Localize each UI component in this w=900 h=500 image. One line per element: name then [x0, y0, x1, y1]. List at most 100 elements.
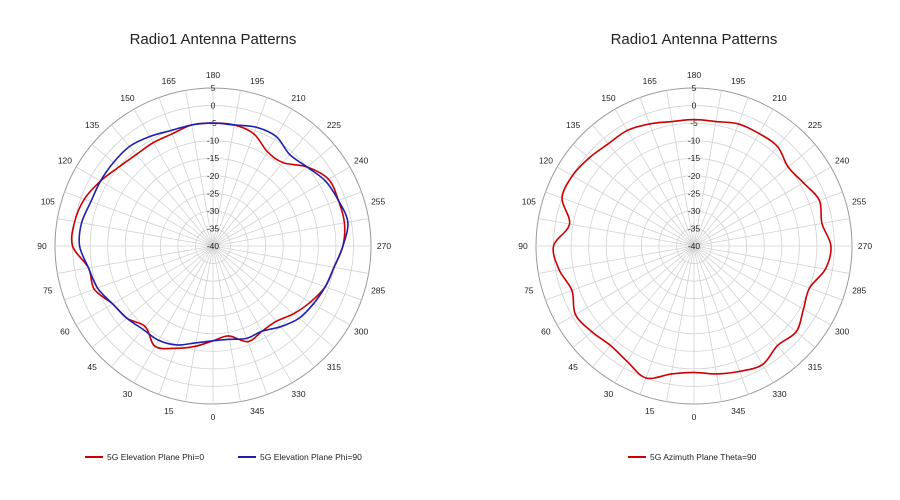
- grid-spoke: [212, 245, 315, 368]
- grid-spoke: [111, 245, 214, 368]
- chart-title-left: Radio1 Antenna Patterns: [130, 31, 297, 48]
- grid-spoke: [212, 191, 362, 247]
- angle-tick-label: 240: [354, 156, 368, 166]
- grid-spoke: [693, 108, 774, 247]
- angle-tick-label: 195: [250, 76, 264, 86]
- grid-spoke: [212, 245, 268, 395]
- angle-tick-label: 165: [162, 76, 176, 86]
- grid-spoke: [212, 245, 335, 348]
- angle-tick-label: 60: [60, 327, 70, 337]
- angle-tick-label: 90: [37, 241, 47, 251]
- grid-spoke: [185, 90, 214, 247]
- legend-label: 5G Elevation Plane Phi=90: [260, 452, 362, 462]
- angle-tick-label: 300: [835, 327, 849, 337]
- grid-spoke: [666, 245, 695, 402]
- angle-tick-label: 30: [123, 389, 133, 399]
- grid-spoke: [212, 124, 315, 247]
- grid-spoke: [693, 144, 816, 247]
- right-polar-chart: Radio1 Antenna Patterns 5 0 -5 -10 -15 -20 -25…: [518, 31, 872, 462]
- radial-tick-label: -35: [688, 223, 701, 233]
- radial-tick-label: -20: [207, 171, 220, 181]
- radial-tick-label: -25: [688, 188, 701, 198]
- grid-spoke: [212, 218, 369, 247]
- grid-spoke: [212, 245, 241, 402]
- grid-spoke: [212, 108, 293, 247]
- grid-spoke: [572, 144, 695, 247]
- grid-spoke: [212, 245, 362, 301]
- series-line: [552, 118, 832, 380]
- angle-tick-label: 30: [604, 389, 614, 399]
- angle-tick-label: 255: [852, 197, 866, 207]
- angle-tick-label: 75: [524, 285, 534, 295]
- grid-spoke: [75, 245, 214, 326]
- radial-tick-label: -30: [207, 206, 220, 216]
- grid-spoke: [693, 245, 832, 326]
- angle-tick-label: 285: [371, 285, 385, 295]
- grid-spoke: [693, 245, 796, 368]
- radial-tick-label: -5: [690, 118, 698, 128]
- radial-tick-label: 0: [692, 101, 697, 111]
- grid-spoke: [91, 144, 214, 247]
- radial-tick-label: -25: [207, 188, 220, 198]
- angle-tick-label: 210: [772, 93, 786, 103]
- angle-tick-label: 330: [772, 389, 786, 399]
- angle-tick-label: 180: [687, 70, 701, 80]
- grid-spoke: [212, 245, 351, 326]
- grid-spoke: [614, 108, 695, 247]
- angle-tick-label: 285: [852, 285, 866, 295]
- angle-tick-label: 225: [808, 120, 822, 130]
- radial-tick-label: -40: [207, 241, 220, 251]
- grid-spoke: [545, 245, 695, 301]
- radial-tick-label: -10: [688, 136, 701, 146]
- grid-spoke: [572, 245, 695, 348]
- chart-title-right: Radio1 Antenna Patterns: [611, 31, 778, 48]
- angle-tick-label: 300: [354, 327, 368, 337]
- angle-tick-label: 60: [541, 327, 551, 337]
- radial-tick-label: -15: [207, 153, 220, 163]
- grid-spoke: [212, 97, 268, 247]
- grid-spoke: [592, 124, 695, 247]
- grid-spoke: [212, 144, 335, 247]
- grid-spoke: [556, 245, 695, 326]
- grid-spoke: [693, 166, 832, 247]
- grid-spoke: [693, 124, 796, 247]
- angle-tick-label: 270: [377, 241, 391, 251]
- angle-tick-label: 135: [566, 120, 580, 130]
- grid-spoke: [212, 245, 293, 384]
- angle-tick-label: 195: [731, 76, 745, 86]
- grid-spoke: [185, 245, 214, 402]
- grid-spoke: [538, 245, 695, 274]
- grid-spoke: [693, 245, 722, 402]
- radial-tick-label: -35: [207, 223, 220, 233]
- grid-spoke: [639, 97, 695, 247]
- angle-tick-label: 180: [206, 70, 220, 80]
- radial-tick-label: -15: [688, 153, 701, 163]
- grid-spoke: [91, 245, 214, 348]
- angle-tick-label: 255: [371, 197, 385, 207]
- radial-tick-label: 5: [211, 83, 216, 93]
- radial-tick-label: -10: [207, 136, 220, 146]
- angle-tick-label: 15: [645, 406, 655, 416]
- grid-spoke: [614, 245, 695, 384]
- grid-spoke: [666, 90, 695, 247]
- angle-tick-label: 105: [522, 197, 536, 207]
- radial-tick-label: -40: [688, 241, 701, 251]
- angle-tick-label: 45: [87, 362, 97, 372]
- grid-spoke: [592, 245, 695, 368]
- angle-tick-label: 330: [291, 389, 305, 399]
- angle-tick-label: 315: [327, 362, 341, 372]
- grid-spoke: [693, 97, 749, 247]
- grid-spoke: [693, 90, 722, 247]
- angle-tick-label: 0: [692, 412, 697, 422]
- grid-spoke: [693, 245, 749, 395]
- radial-tick-label: -20: [688, 171, 701, 181]
- radial-tick-label: 5: [692, 83, 697, 93]
- angle-tick-label: 240: [835, 156, 849, 166]
- grid-spoke: [693, 245, 843, 301]
- grid-spoke: [133, 108, 214, 247]
- grid-spoke: [64, 245, 214, 301]
- angle-tick-label: 0: [211, 412, 216, 422]
- angle-tick-label: 225: [327, 120, 341, 130]
- angle-tick-label: 105: [41, 197, 55, 207]
- series-line: [78, 122, 349, 346]
